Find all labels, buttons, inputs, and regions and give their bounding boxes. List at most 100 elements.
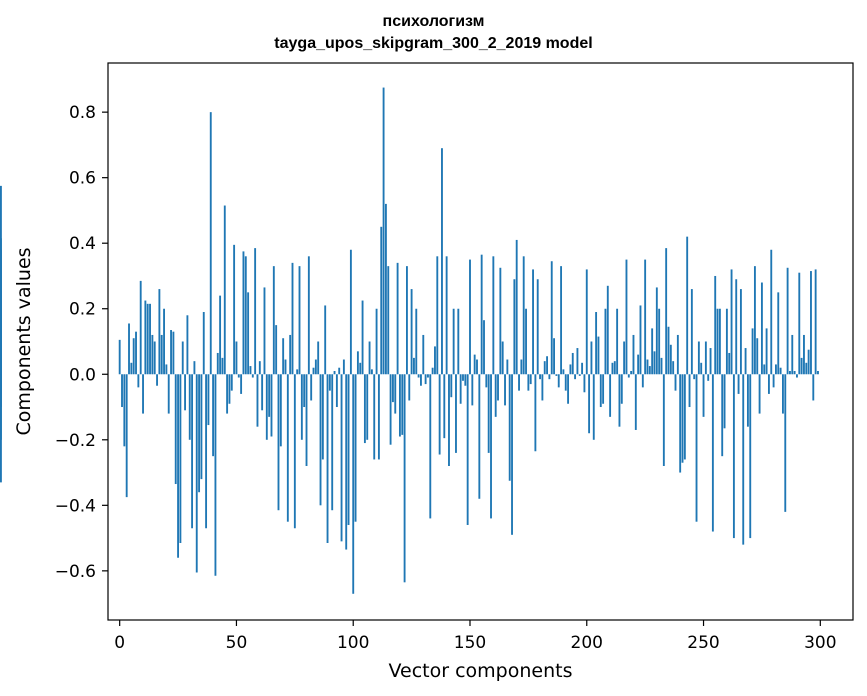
bar-component-288 bbox=[791, 334, 794, 375]
bar-component-230 bbox=[655, 287, 658, 375]
bar-component-187 bbox=[555, 374, 558, 376]
bar-component-122 bbox=[403, 374, 406, 583]
bar-component-263 bbox=[732, 374, 735, 539]
bar-component-148 bbox=[464, 374, 467, 386]
bar-component-299 bbox=[817, 370, 819, 375]
bar-component-257 bbox=[718, 308, 721, 375]
bar-component-222 bbox=[637, 354, 640, 375]
bar-component-103 bbox=[359, 362, 362, 375]
bar-component-197 bbox=[578, 374, 581, 376]
bar-component-30 bbox=[188, 374, 191, 440]
bar-component-175 bbox=[527, 374, 530, 391]
bar-component-26 bbox=[179, 374, 182, 543]
bar-component-99 bbox=[349, 249, 352, 375]
bar-component-195 bbox=[574, 374, 577, 380]
bar-component-273 bbox=[756, 338, 759, 375]
bar-component-71 bbox=[284, 359, 287, 375]
bar-component-126 bbox=[413, 357, 415, 375]
bar-component-96 bbox=[342, 359, 345, 375]
bar-component-117 bbox=[391, 374, 394, 403]
bar-component-7 bbox=[135, 331, 137, 375]
bar-component-81 bbox=[307, 256, 310, 375]
bar-component-108 bbox=[370, 369, 373, 375]
bar-component-281 bbox=[775, 364, 777, 375]
bar-component-101 bbox=[354, 374, 357, 522]
bar-component-120 bbox=[398, 374, 401, 437]
bar-component-224 bbox=[641, 374, 644, 388]
bar-component-134 bbox=[431, 367, 434, 375]
bar-component-180 bbox=[539, 374, 541, 380]
bar-component-38 bbox=[207, 374, 210, 426]
bar-component-91 bbox=[331, 374, 334, 511]
bar-component-237 bbox=[672, 361, 675, 375]
bar-component-161 bbox=[494, 374, 497, 417]
x-tick-label: 50 bbox=[226, 633, 248, 653]
bar-component-277 bbox=[765, 328, 768, 375]
bar-component-241 bbox=[681, 374, 684, 463]
bar-component-147 bbox=[462, 374, 464, 381]
bar-component-69 bbox=[279, 374, 282, 447]
bar-component-57 bbox=[251, 374, 254, 378]
bar-component-129 bbox=[420, 374, 422, 386]
y-tick-label: 0.4 bbox=[69, 234, 96, 254]
bar-component-20 bbox=[165, 364, 168, 375]
bar-component-18 bbox=[160, 334, 163, 375]
bar-component-194 bbox=[571, 352, 574, 375]
bar-component-205 bbox=[597, 336, 600, 375]
bar-component-34 bbox=[198, 374, 201, 493]
bar-component-24 bbox=[174, 374, 177, 485]
x-tick-label: 300 bbox=[804, 633, 836, 653]
bar-component-undefined bbox=[0, 185, 2, 375]
bar-component-246 bbox=[693, 374, 696, 380]
bar-component-123 bbox=[406, 266, 408, 375]
bar-component-160 bbox=[492, 256, 495, 375]
bar-component-86 bbox=[319, 374, 322, 506]
bar-component-12 bbox=[146, 303, 149, 375]
bar-component-208 bbox=[604, 308, 607, 375]
bar-component-10 bbox=[142, 374, 144, 414]
bar-component-79 bbox=[303, 374, 306, 408]
bar-component-39 bbox=[209, 112, 212, 375]
bar-component-142 bbox=[450, 374, 453, 398]
bar-component-54 bbox=[244, 256, 247, 375]
bar-component-225 bbox=[644, 259, 647, 375]
bar-component-undefined bbox=[0, 374, 2, 483]
bar-component-66 bbox=[272, 266, 275, 375]
bar-component-159 bbox=[490, 374, 492, 519]
bar-component-232 bbox=[660, 357, 663, 375]
bar-component-240 bbox=[679, 374, 682, 473]
bar-component-32 bbox=[193, 361, 196, 375]
bar-component-83 bbox=[312, 367, 315, 375]
bar-component-255 bbox=[714, 275, 717, 375]
bar-component-104 bbox=[361, 300, 364, 375]
bar-component-285 bbox=[784, 374, 787, 512]
bar-component-77 bbox=[298, 266, 301, 375]
bar-component-239 bbox=[676, 334, 679, 375]
bar-component-260 bbox=[725, 308, 728, 375]
bar-component-22 bbox=[170, 330, 172, 375]
bar-component-143 bbox=[452, 308, 455, 375]
bar-component-216 bbox=[623, 341, 626, 375]
y-tick-label: 0.6 bbox=[69, 169, 96, 189]
bar-component-200 bbox=[585, 269, 588, 375]
bar-component-229 bbox=[653, 351, 656, 375]
bar-component-272 bbox=[753, 266, 756, 375]
bar-component-215 bbox=[620, 374, 623, 404]
bar-component-282 bbox=[777, 292, 780, 375]
bar-component-64 bbox=[268, 374, 271, 417]
bar-component-179 bbox=[536, 279, 539, 375]
bar-component-136 bbox=[436, 256, 439, 375]
bar-component-242 bbox=[683, 374, 686, 460]
bar-component-87 bbox=[321, 374, 324, 460]
bar-component-84 bbox=[314, 359, 317, 375]
bar-component-115 bbox=[387, 266, 390, 375]
bar-component-226 bbox=[646, 359, 649, 375]
bar-component-290 bbox=[796, 374, 798, 378]
bar-component-166 bbox=[506, 359, 509, 375]
bar-component-89 bbox=[326, 374, 329, 543]
bar-component-5 bbox=[130, 362, 133, 375]
bar-component-23 bbox=[172, 331, 175, 375]
bar-component-58 bbox=[254, 248, 257, 375]
bar-component-223 bbox=[639, 305, 642, 375]
